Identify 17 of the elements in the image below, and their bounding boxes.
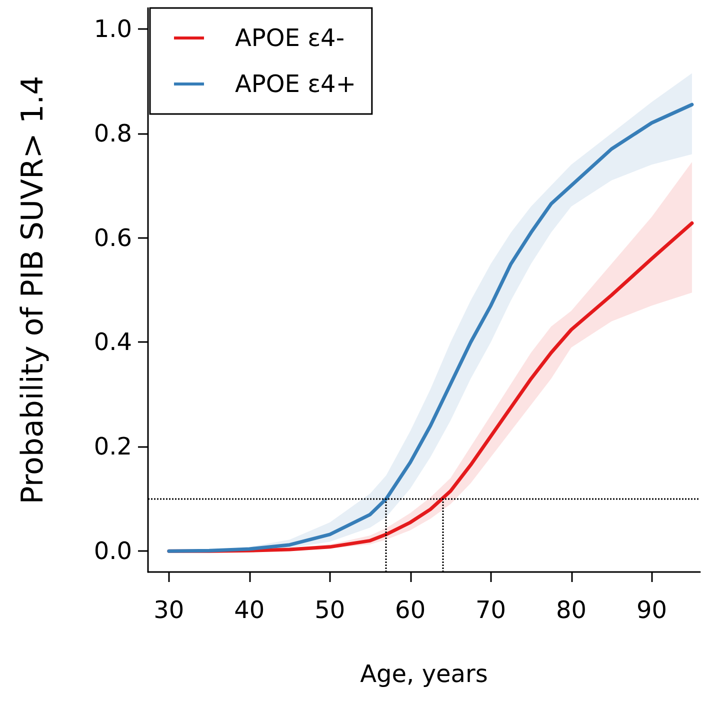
y-tick-label: 0.8 — [94, 119, 132, 148]
y-tick-label: 0.4 — [94, 328, 132, 356]
y-tick-label: 0.0 — [94, 537, 132, 566]
y-tick-label: 0.6 — [94, 224, 132, 252]
legend-label: APOE ε4+ — [235, 70, 356, 98]
legend-label: APOE ε4- — [235, 24, 344, 52]
y-axis-title: Probability of PIB SUVR> 1.4 — [16, 76, 50, 504]
x-axis-title: Age, years — [360, 660, 488, 688]
x-tick-label: 90 — [636, 596, 667, 624]
x-tick-label: 40 — [234, 596, 265, 624]
x-tick-label: 70 — [476, 596, 506, 624]
x-tick-label: 50 — [314, 596, 346, 624]
y-tick-label: 0.2 — [94, 432, 132, 461]
x-tick-label: 30 — [154, 596, 184, 624]
y-tick-label: 1.0 — [94, 14, 132, 43]
x-tick-label: 80 — [556, 596, 587, 624]
x-tick-label: 60 — [395, 596, 426, 624]
